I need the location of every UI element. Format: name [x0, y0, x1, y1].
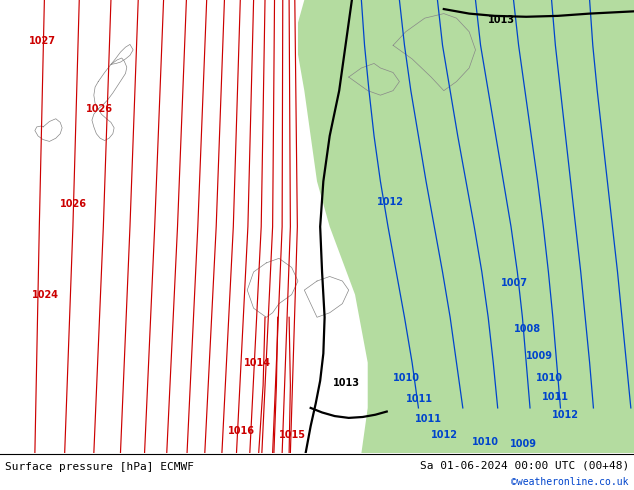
- Text: 1011: 1011: [406, 394, 433, 404]
- Text: 1024: 1024: [32, 290, 59, 299]
- Text: 1027: 1027: [29, 36, 56, 46]
- Text: 1015: 1015: [279, 430, 306, 440]
- Text: 1010: 1010: [536, 373, 563, 384]
- Text: 1012: 1012: [377, 196, 404, 207]
- Text: 1013: 1013: [488, 15, 515, 25]
- Text: 1012: 1012: [552, 410, 579, 420]
- Text: 1009: 1009: [526, 351, 553, 361]
- Text: 1026: 1026: [60, 199, 87, 209]
- Text: 1011: 1011: [415, 414, 443, 424]
- Text: 1010: 1010: [393, 373, 420, 384]
- Text: 1009: 1009: [510, 439, 538, 449]
- Text: 1012: 1012: [431, 430, 458, 440]
- Text: 1011: 1011: [542, 392, 569, 402]
- Text: ©weatheronline.co.uk: ©weatheronline.co.uk: [512, 477, 629, 487]
- Text: 1010: 1010: [472, 437, 500, 447]
- Text: 1013: 1013: [333, 378, 360, 388]
- Text: Surface pressure [hPa] ECMWF: Surface pressure [hPa] ECMWF: [5, 462, 194, 472]
- Text: Sa 01-06-2024 00:00 UTC (00+48): Sa 01-06-2024 00:00 UTC (00+48): [420, 460, 629, 470]
- Polygon shape: [241, 0, 634, 453]
- Text: 1026: 1026: [86, 104, 113, 114]
- Text: 1016: 1016: [228, 426, 256, 436]
- Text: 1014: 1014: [244, 358, 271, 368]
- Text: 1008: 1008: [514, 323, 541, 334]
- Text: 1007: 1007: [501, 278, 528, 288]
